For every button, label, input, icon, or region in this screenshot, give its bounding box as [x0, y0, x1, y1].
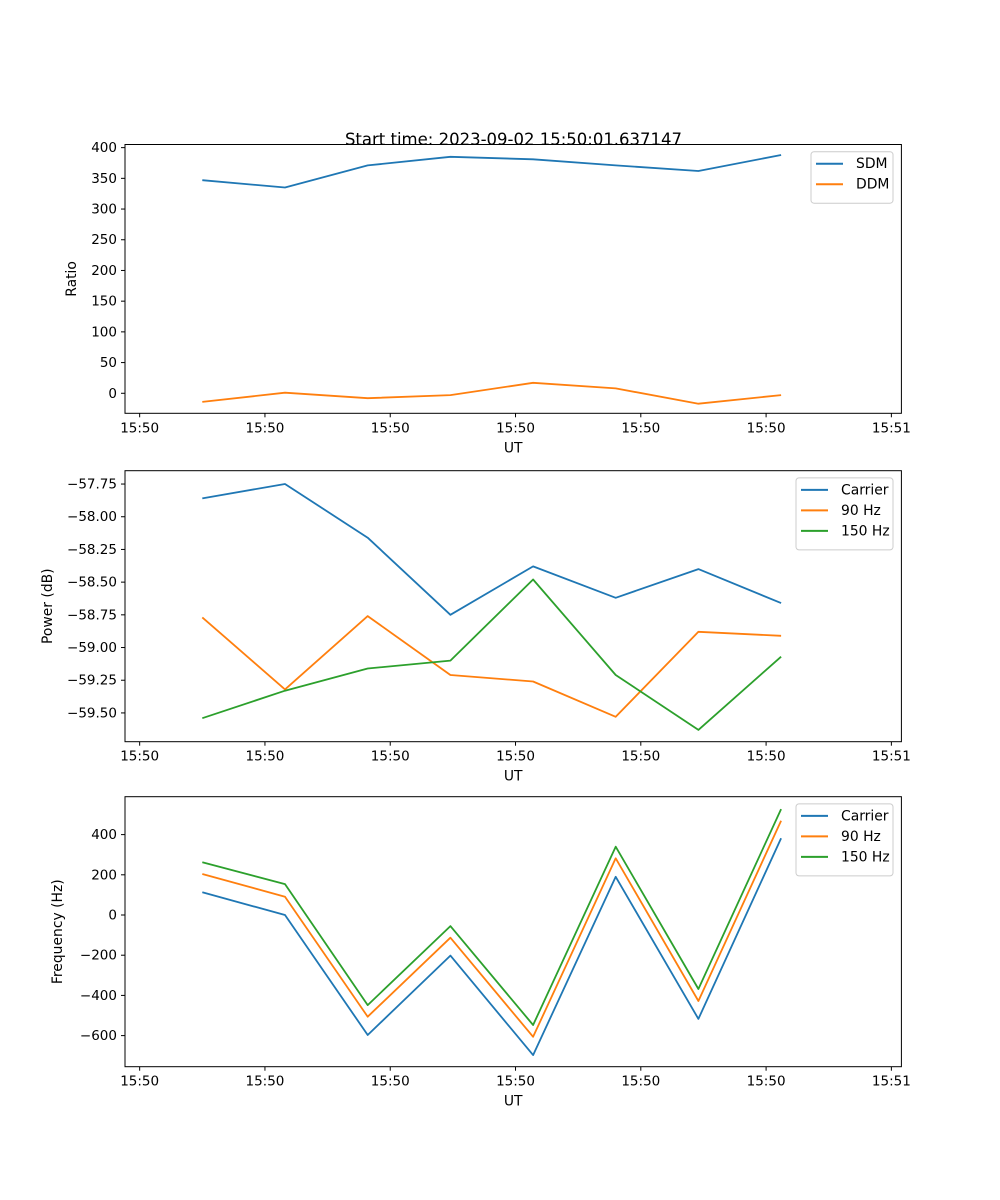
line-carrier-power: [202, 483, 782, 616]
x-tick-label: 15:50: [245, 1074, 284, 1090]
y-tick-label: −58.75: [67, 607, 117, 623]
line-150-hz-frequency: [202, 808, 782, 1026]
legend-ratio: SDM DDM: [810, 151, 894, 204]
y-tick-label: 100: [91, 324, 117, 340]
subplot-frequency: 15:50 15:50 15:50 15:50 15:50 15:50 15:51 400 20…: [50, 796, 911, 1110]
x-axis-label: UT: [504, 440, 523, 456]
x-tick-label: 15:50: [496, 749, 535, 765]
x-axis-label: UT: [504, 769, 523, 785]
y-tick-label: −58.50: [67, 575, 117, 591]
y-tick-label: 250: [91, 232, 117, 248]
y-tick-label: −59.00: [67, 640, 117, 656]
x-tick-label: 15:50: [120, 749, 159, 765]
legend-label: 90 Hz: [841, 829, 881, 845]
y-axis-label: Power (dB): [40, 568, 56, 644]
x-tick-label: 15:51: [872, 1074, 911, 1090]
x-tick-label: 15:50: [371, 1074, 410, 1090]
y-axis-label: Frequency (Hz): [50, 879, 66, 984]
y-tick-label: −59.50: [67, 705, 117, 721]
y-tick-label: 150: [91, 294, 117, 310]
y-tick-label: 350: [91, 171, 117, 187]
line-sdm-ratio: [202, 154, 782, 189]
x-axis-label: UT: [504, 1094, 523, 1110]
y-tick-label: 200: [91, 263, 117, 279]
x-tick-label: 15:50: [496, 1074, 535, 1090]
y-tick-label: −58.25: [67, 542, 117, 558]
legend-label: 150 Hz: [841, 849, 890, 865]
x-tick-label: 15:50: [747, 749, 786, 765]
y-axis-label: Ratio: [64, 261, 80, 297]
legend-label: Carrier: [841, 482, 889, 498]
legend-label: 150 Hz: [841, 523, 890, 539]
x-tick-label: 15:50: [747, 420, 786, 436]
axes-frame: [124, 796, 902, 1068]
line-ddm-ratio: [202, 381, 782, 405]
x-tick-label: 15:50: [120, 1074, 159, 1090]
subplot-ratio: 15:50 15:50 15:50 15:50 15:50 15:50 15:51 0 50 10…: [64, 140, 911, 456]
y-tick-label: −57.75: [67, 477, 117, 493]
legend-label: SDM: [856, 156, 888, 172]
legend-frequency: Carrier 90 Hz 150 Hz: [795, 803, 894, 877]
x-tick-label: 15:50: [621, 1074, 660, 1090]
y-tick-label: 50: [100, 355, 117, 371]
x-tick-label: 15:50: [371, 749, 410, 765]
y-tick-label: 0: [108, 908, 117, 924]
x-tick-label: 15:51: [872, 420, 911, 436]
y-tick-label: 200: [91, 867, 117, 883]
legend-power: Carrier 90 Hz 150 Hz: [795, 477, 894, 551]
legend-label: 90 Hz: [841, 503, 881, 519]
x-tick-label: 15:50: [621, 749, 660, 765]
y-tick-label: −59.25: [67, 673, 117, 689]
y-tick-label: 0: [108, 386, 117, 402]
y-tick-label: 300: [91, 202, 117, 218]
legend-label: Carrier: [841, 808, 889, 824]
line-carrier-frequency: [202, 837, 782, 1056]
x-tick-label: 15:51: [872, 749, 911, 765]
x-tick-label: 15:50: [245, 420, 284, 436]
legend-label: DDM: [856, 177, 889, 193]
x-tick-label: 15:50: [120, 420, 159, 436]
x-tick-label: 15:50: [245, 749, 284, 765]
axes-frame: [124, 144, 902, 414]
x-tick-label: 15:50: [621, 420, 660, 436]
y-tick-label: −200: [80, 948, 117, 964]
line-150-hz-power: [202, 578, 782, 731]
y-tick-label: 400: [91, 827, 117, 843]
x-tick-label: 15:50: [747, 1074, 786, 1090]
subplot-power: 15:50 15:50 15:50 15:50 15:50 15:50 15:51 −57.7…: [40, 470, 911, 785]
y-tick-label: −58.00: [67, 509, 117, 525]
y-tick-label: −600: [80, 1028, 117, 1044]
line-90-hz-power: [201, 615, 782, 718]
x-tick-label: 15:50: [371, 420, 410, 436]
y-tick-label: −400: [80, 988, 117, 1004]
line-90-hz-frequency: [202, 820, 782, 1038]
x-tick-label: 15:50: [496, 420, 535, 436]
y-tick-label: 400: [91, 140, 117, 156]
axes-frame: [124, 470, 902, 743]
